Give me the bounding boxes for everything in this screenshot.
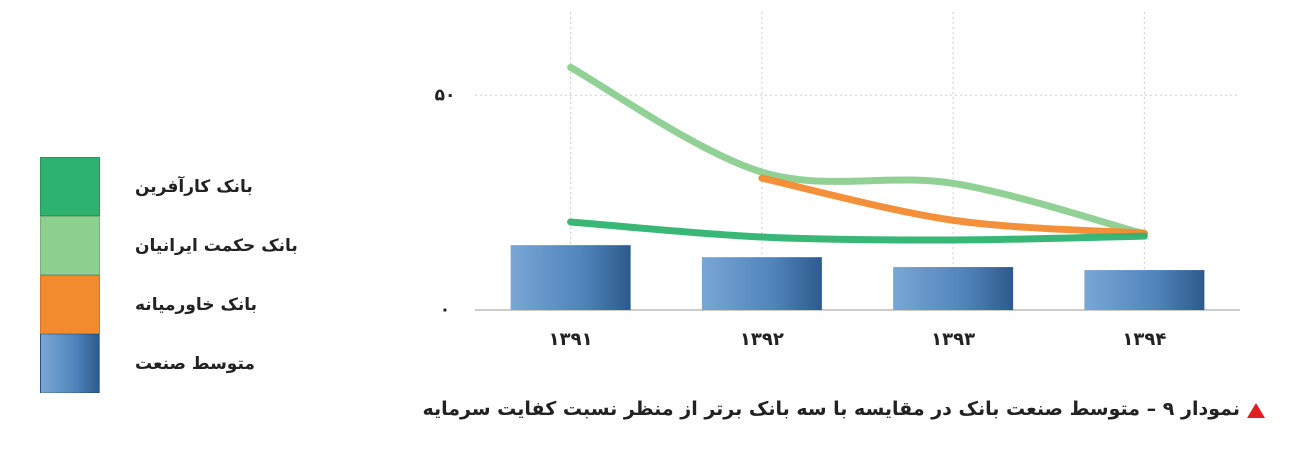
legend-label: بانک حکمت ایرانیان [135,235,298,256]
legend-item: بانک حکمت ایرانیان [40,216,298,275]
x-tick-label: ۱۳۹۱ [549,329,593,350]
legend-swatch [40,157,100,216]
bar [510,245,631,310]
legend: بانک کارآفرین بانک حکمت ایرانیان بانک خاور… [40,157,298,393]
chart-title: نمودار ۹ – متوسط صنعت بانک در مقایسه با … [422,398,1240,420]
legend-item: بانک خاورمیانه [40,275,298,334]
bar [701,257,822,310]
x-tick-label: ۱۳۹۴ [1122,329,1166,350]
y-tick-label: ۵۰ [435,85,456,105]
legend-item: بانک کارآفرین [40,157,298,216]
legend-swatch [40,334,100,393]
legend-swatch [40,275,100,334]
x-tick-label: ۱۳۹۲ [740,329,784,350]
legend-item: متوسط صنعت [40,334,298,393]
legend-label: متوسط صنعت [135,353,255,374]
line [567,63,1148,238]
legend-label: بانک خاورمیانه [135,294,258,315]
title-marker [1247,403,1265,418]
bar [1084,270,1205,310]
legend-swatch [40,216,100,275]
legend-label: بانک کارآفرین [135,176,253,197]
y-tick-label: ۰ [440,300,450,320]
line [567,218,1148,244]
x-tick-label: ۱۳۹۳ [931,329,975,350]
line [758,174,1148,237]
bar [893,267,1014,310]
